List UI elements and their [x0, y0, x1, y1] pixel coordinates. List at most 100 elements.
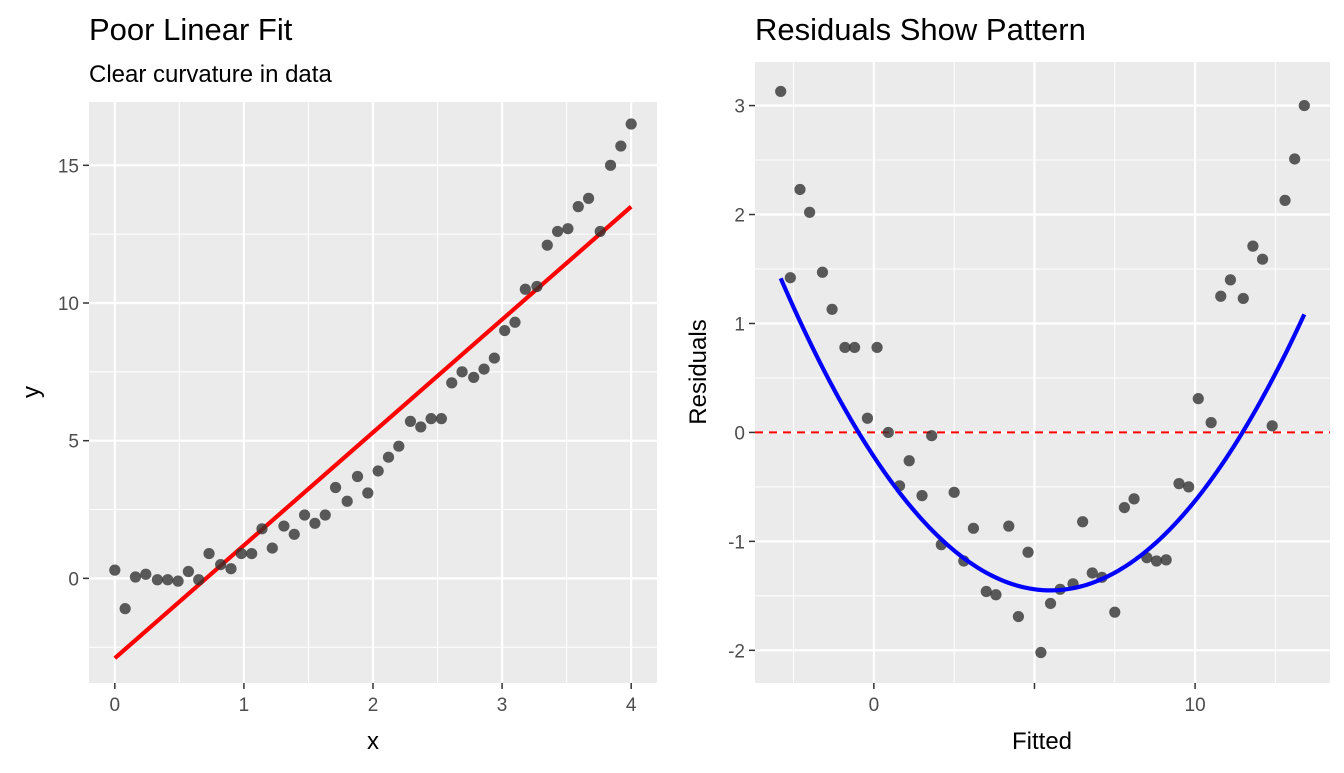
left-data-point — [582, 192, 595, 204]
right-data-point — [980, 585, 992, 598]
left-data-point — [215, 558, 227, 571]
right-data-point — [1077, 516, 1089, 528]
left-data-point — [562, 223, 574, 235]
right-data-point — [816, 266, 829, 278]
left-y-tick-label: 0 — [68, 569, 79, 590]
right-data-point — [1237, 292, 1249, 305]
left-data-point — [604, 159, 617, 171]
right-data-point — [1183, 481, 1195, 493]
left-data-point — [246, 547, 258, 560]
left-data-point — [119, 603, 131, 615]
right-data-point — [1215, 290, 1227, 302]
right-plot-background — [755, 62, 1330, 683]
left-x-tick-label: 4 — [626, 695, 637, 716]
right-data-point — [903, 455, 915, 467]
right-data-point — [826, 303, 838, 315]
left-data-point — [172, 575, 184, 587]
left-data-point — [129, 571, 142, 583]
left-x-tick-label: 2 — [368, 695, 379, 716]
right-panel: Residuals Show Pattern 0 10 -2 -1 0 1 2 3 Fitt… — [685, 12, 1330, 755]
left-data-point — [298, 509, 311, 521]
left-data-point — [435, 413, 448, 425]
left-data-point — [519, 283, 531, 295]
left-data-point — [625, 118, 637, 130]
right-y-tick-label: 3 — [734, 97, 745, 118]
left-data-point — [509, 316, 521, 328]
right-y-ticks: -2 -1 0 1 2 3 — [728, 97, 755, 662]
right-data-point — [1192, 393, 1204, 405]
right-data-point — [882, 426, 894, 439]
left-data-point — [615, 140, 627, 152]
left-data-point — [329, 481, 342, 494]
right-smooth-fit-curve — [778, 277, 1307, 593]
left-data-point — [256, 523, 268, 535]
left-data-point — [572, 201, 584, 213]
right-data-point — [1109, 606, 1121, 618]
right-data-point — [1128, 493, 1140, 505]
left-chart-title: Poor Linear Fit — [89, 12, 293, 47]
left-data-point — [456, 366, 468, 378]
right-data-point — [1118, 501, 1131, 514]
right-data-point — [1266, 420, 1278, 432]
right-points — [775, 85, 1310, 659]
right-data-point — [839, 341, 851, 354]
right-smooth-curve — [778, 277, 1307, 593]
left-data-point — [425, 413, 437, 425]
right-data-point — [871, 341, 883, 354]
left-x-tick-label: 0 — [110, 695, 121, 716]
right-gridlines — [755, 62, 1330, 683]
left-data-point — [468, 371, 480, 383]
left-data-point — [278, 520, 290, 532]
left-panel: Poor Linear Fit Clear curvature in data … — [18, 12, 657, 755]
right-data-point — [1224, 274, 1237, 286]
right-data-point — [804, 206, 816, 218]
right-data-point — [1035, 646, 1047, 659]
right-data-point — [784, 272, 796, 284]
right-data-point — [990, 589, 1002, 601]
left-y-tick-label: 10 — [58, 294, 79, 315]
left-data-point — [393, 440, 405, 452]
right-data-point — [948, 486, 960, 498]
left-data-point — [499, 324, 511, 337]
left-x-tick-label: 1 — [239, 695, 250, 716]
right-data-point — [1150, 555, 1163, 567]
left-data-point — [404, 415, 417, 428]
left-data-point — [531, 280, 543, 293]
left-data-point — [372, 465, 384, 477]
left-y-tick-label: 15 — [58, 156, 79, 177]
right-data-point — [926, 430, 938, 442]
right-x-axis-label: Fitted — [1012, 728, 1072, 755]
left-data-point — [225, 563, 237, 575]
right-data-point — [1044, 597, 1057, 610]
left-data-point — [235, 547, 247, 560]
left-data-point — [203, 547, 215, 560]
right-data-point — [861, 412, 874, 424]
left-x-tick-label: 3 — [497, 695, 508, 716]
left-data-point — [478, 363, 490, 375]
left-data-point — [109, 564, 121, 576]
left-x-ticks: 0 1 2 3 4 — [110, 683, 637, 716]
left-data-point — [341, 495, 353, 507]
left-data-point — [193, 574, 205, 586]
left-gridlines — [89, 102, 657, 683]
left-data-point — [541, 239, 553, 251]
left-y-axis-label: y — [18, 386, 45, 398]
left-data-point — [162, 574, 174, 586]
right-x-tick-label: 0 — [869, 695, 880, 716]
left-data-point — [382, 451, 395, 463]
left-data-point — [362, 487, 374, 499]
right-y-tick-label: 2 — [734, 206, 745, 227]
right-data-point — [1247, 240, 1259, 252]
right-data-point — [1012, 610, 1025, 623]
right-data-point — [1086, 567, 1098, 579]
right-y-axis-label: Residuals — [685, 319, 712, 424]
left-y-ticks: 0 5 10 15 — [58, 156, 89, 590]
left-data-point — [351, 470, 364, 483]
right-data-point — [1173, 478, 1185, 490]
right-data-point — [775, 85, 787, 98]
right-data-point — [1160, 554, 1172, 566]
left-y-tick-label: 5 — [68, 432, 79, 453]
right-y-tick-label: 1 — [734, 314, 745, 335]
left-data-point — [288, 528, 300, 540]
right-y-tick-label: -2 — [728, 641, 745, 662]
